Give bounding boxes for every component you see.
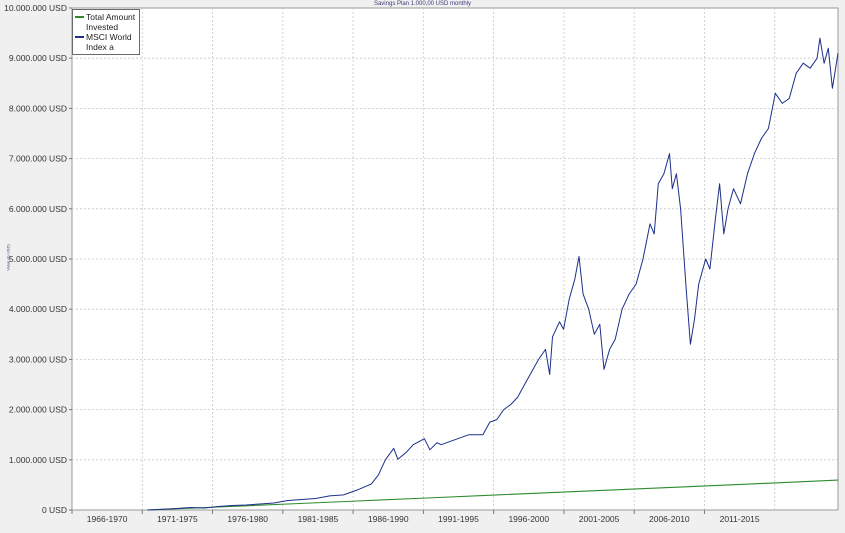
x-tick-label: 2006-2010 [649,514,690,524]
x-tick-label: 1991-1995 [438,514,479,524]
x-tick-label: 1996-2000 [508,514,549,524]
y-tick-label: 6.000.000 USD [9,204,67,214]
legend-label-msci-world: MSCI World Index a [86,32,132,52]
legend-swatch-msci-world [75,36,84,38]
x-tick-label: 1981-1985 [298,514,339,524]
x-tick-label: 1976-1980 [227,514,268,524]
y-tick-label: 3.000.000 USD [9,354,67,364]
y-tick-label: 2.000.000 USD [9,405,67,415]
x-tick-label: 1986-1990 [368,514,409,524]
x-tick-label: 2011-2015 [720,514,760,524]
y-tick-label: 8.000.000 USD [9,103,67,113]
y-tick-label: 5.000.000 USD [9,254,67,264]
series-line-msci-world [147,37,839,511]
legend-label-total-invested: Total Amount Invested [86,12,136,32]
y-tick-label: 0 USD [42,505,67,515]
y-tick-label: 1.000.000 USD [9,455,67,465]
y-tick-label: 10.000.000 USD [4,3,67,13]
y-tick-label: 9.000.000 USD [9,53,67,63]
plot-area [71,7,839,511]
y-axis: 0 USD 1.000.000 USD 2.000.000 USD 3.000.000… [4,3,72,515]
series-line-total-invested [147,479,839,511]
x-tick-label: 1966-1970 [87,514,128,524]
legend-swatch-total-invested [75,16,84,18]
x-tick-label: 2001-2005 [579,514,620,524]
x-axis: 1966-1970 1971-1975 1976-1980 1981-1985 1986… [71,510,760,524]
x-tick-label: 1971-1975 [157,514,198,524]
series-lines [147,37,839,511]
chart-title: Savings Plan 1.000,00 USD monthly [373,1,472,7]
legend: Total Amount Invested MSCI World Index a [72,9,140,55]
y-tick-label: 7.000.000 USD [9,154,67,164]
y-axis-title: Value (in USD) [5,244,11,271]
y-tick-label: 4.000.000 USD [9,304,67,314]
